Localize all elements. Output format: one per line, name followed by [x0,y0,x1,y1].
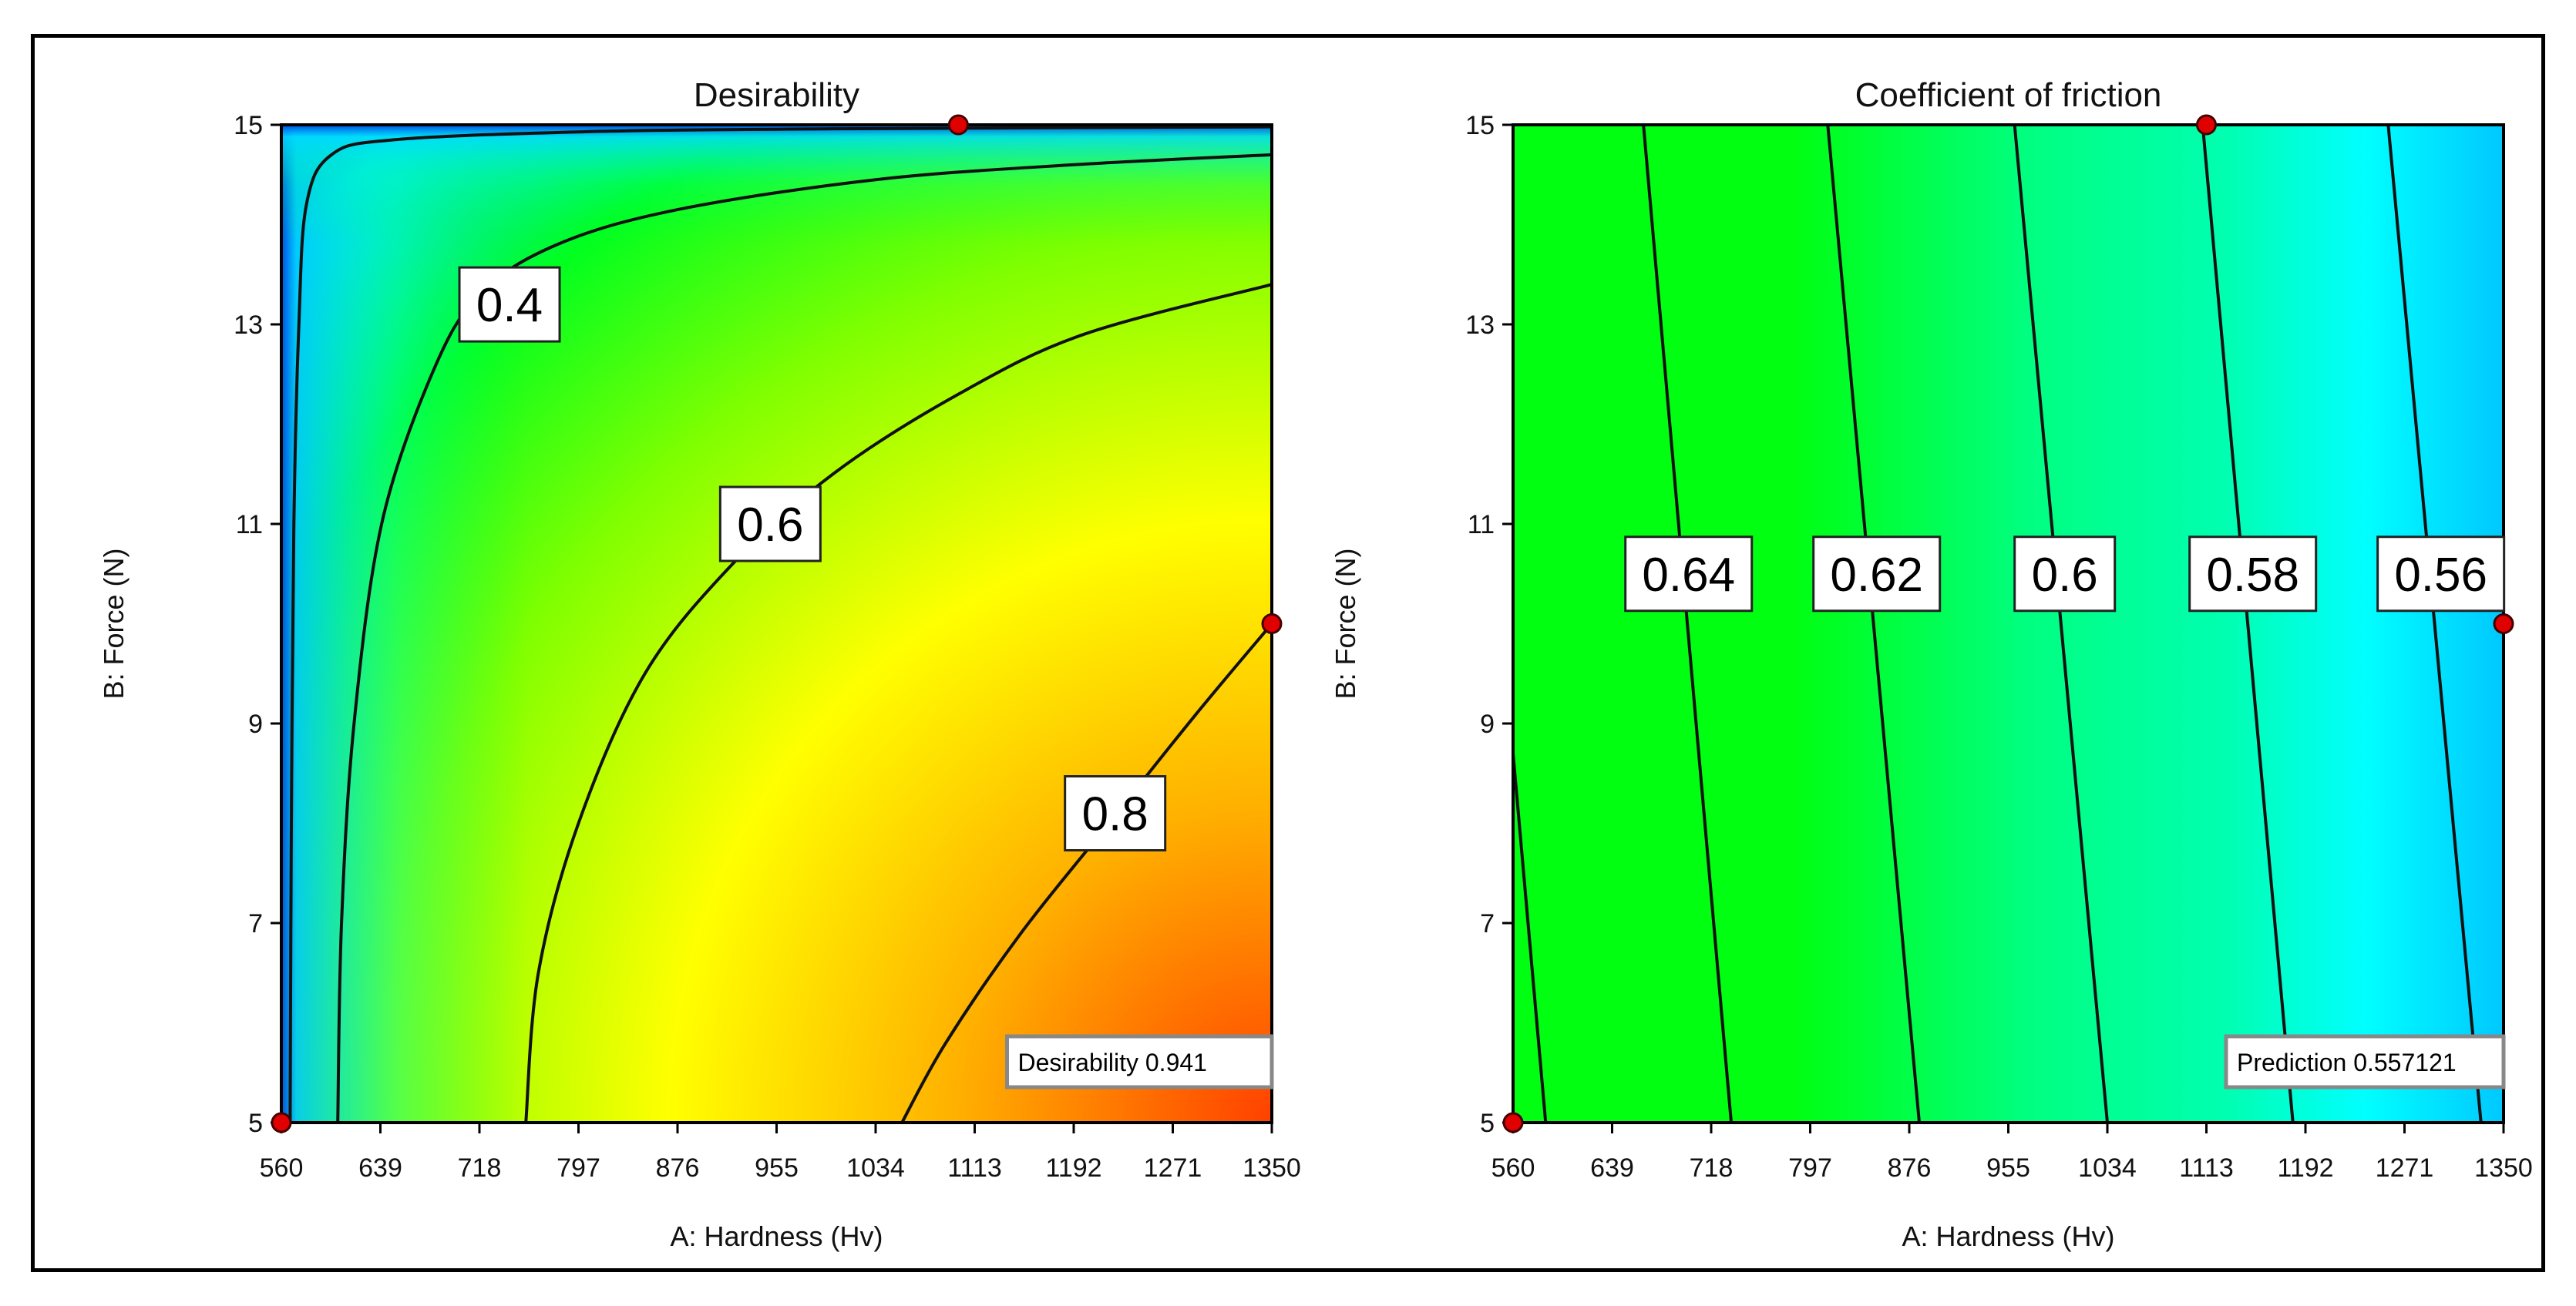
x-tick-label-4: 876 [656,1153,700,1183]
x-tick-label-5: 955 [1986,1153,2030,1183]
contour-lines [1513,125,2483,1123]
x-tick-label-0: 560 [1491,1153,1535,1183]
y-tick-label-4: 13 [234,311,263,340]
contour-label-2: 0.62 [1830,549,1923,602]
y-tick-label-1: 7 [248,909,263,938]
contour-line-0-6-2 [524,283,1272,1123]
contour-label-box-2 [718,485,822,562]
x-tick-label-6: 1034 [2078,1153,2137,1183]
contour-line-0-8-3 [900,623,1272,1123]
y-axis-label: B: Force (N) [98,548,129,699]
x-axis-label: A: Hardness (Hv) [670,1220,883,1252]
y-tick-label-3: 11 [236,510,263,539]
contour-line-edge-0 [1513,753,1548,1123]
contour-label-box-4 [2188,535,2318,613]
contour-line-0-62-2 [1826,125,1922,1123]
contour-line-0-6-3 [2013,125,2109,1123]
x-tick-label-3: 797 [557,1153,600,1183]
x-tick-label-0: 560 [260,1153,304,1183]
friction-surface [1513,125,2504,1123]
x-axis-label: A: Hardness (Hv) [1902,1220,2114,1252]
x-tick-label-9: 1271 [2376,1153,2434,1183]
annotation-box [2224,1034,2506,1089]
x-tick-label-4: 876 [1888,1153,1932,1183]
y-tick-label-4: 13 [1465,311,1495,340]
contour-label-box-0 [458,266,561,343]
x-tick-label-2: 718 [458,1153,502,1183]
x-tick-label-2: 718 [1690,1153,1734,1183]
y-tick-label-3: 11 [1468,510,1495,539]
design-point-1 [2196,114,2217,136]
x-tick-label-9: 1271 [1144,1153,1202,1183]
x-tick-label-3: 797 [1788,1153,1832,1183]
contour-line-0-58-4 [2201,125,2295,1123]
contour-label-0: 0.4 [476,279,543,332]
design-point-0 [271,1112,292,1133]
contour-line-0-56-5 [2386,125,2483,1123]
y-tick-label-0: 5 [248,1109,263,1138]
contour-label-2: 0.6 [737,499,803,552]
desirability-top-edge-shade [281,125,1272,1123]
contour-label-box-3 [2013,535,2117,613]
x-tick-label-5: 955 [755,1153,799,1183]
x-tick-label-8: 1192 [1045,1153,1101,1183]
contour-line-0-64-1 [1642,125,1734,1123]
x-tick-label-7: 1113 [2179,1153,2234,1183]
annotation-text: Prediction 0.557121 [2237,1049,2457,1076]
annotation-box [1005,1034,1274,1089]
x-tick-label-10: 1350 [1243,1153,1301,1183]
contour-label-4: 0.58 [2206,549,2299,602]
y-tick-label-2: 9 [1480,710,1495,739]
x-tick-label-7: 1113 [947,1153,1002,1183]
x-tick-label-6: 1034 [846,1153,905,1183]
x-tick-label-1: 639 [358,1153,402,1183]
contour-label-box-1 [1624,535,1754,613]
design-point-0 [1502,1112,1524,1133]
contour-label-box-5 [2376,535,2506,613]
contour-label-3: 0.6 [2032,549,2098,602]
contour-label-1: 0.64 [1642,549,1735,602]
y-tick-label-5: 15 [234,111,263,140]
y-tick-label-1: 7 [1480,909,1495,938]
chart-title: Desirability [694,76,859,114]
x-tick-label-1: 639 [1590,1153,1634,1183]
x-tick-label-8: 1192 [2277,1153,2333,1183]
design-point-2 [2493,613,2514,634]
annotation-text: Desirability 0.941 [1018,1049,1207,1076]
contour-label-box-2 [1812,535,1942,613]
contour-label-3: 0.8 [1082,788,1148,841]
chart-title: Coefficient of friction [1855,76,2162,114]
design-point-2 [1261,613,1283,634]
contour-label-5: 0.56 [2394,549,2487,602]
y-tick-label-0: 5 [1480,1109,1495,1138]
y-tick-label-2: 9 [248,710,263,739]
y-tick-label-5: 15 [1465,111,1495,140]
contour-label-box-3 [1064,775,1167,852]
y-axis-label: B: Force (N) [1330,548,1361,699]
design-point-1 [947,114,969,136]
x-tick-label-10: 1350 [2474,1153,2533,1183]
contour-line-0-4-0 [288,125,1272,1123]
